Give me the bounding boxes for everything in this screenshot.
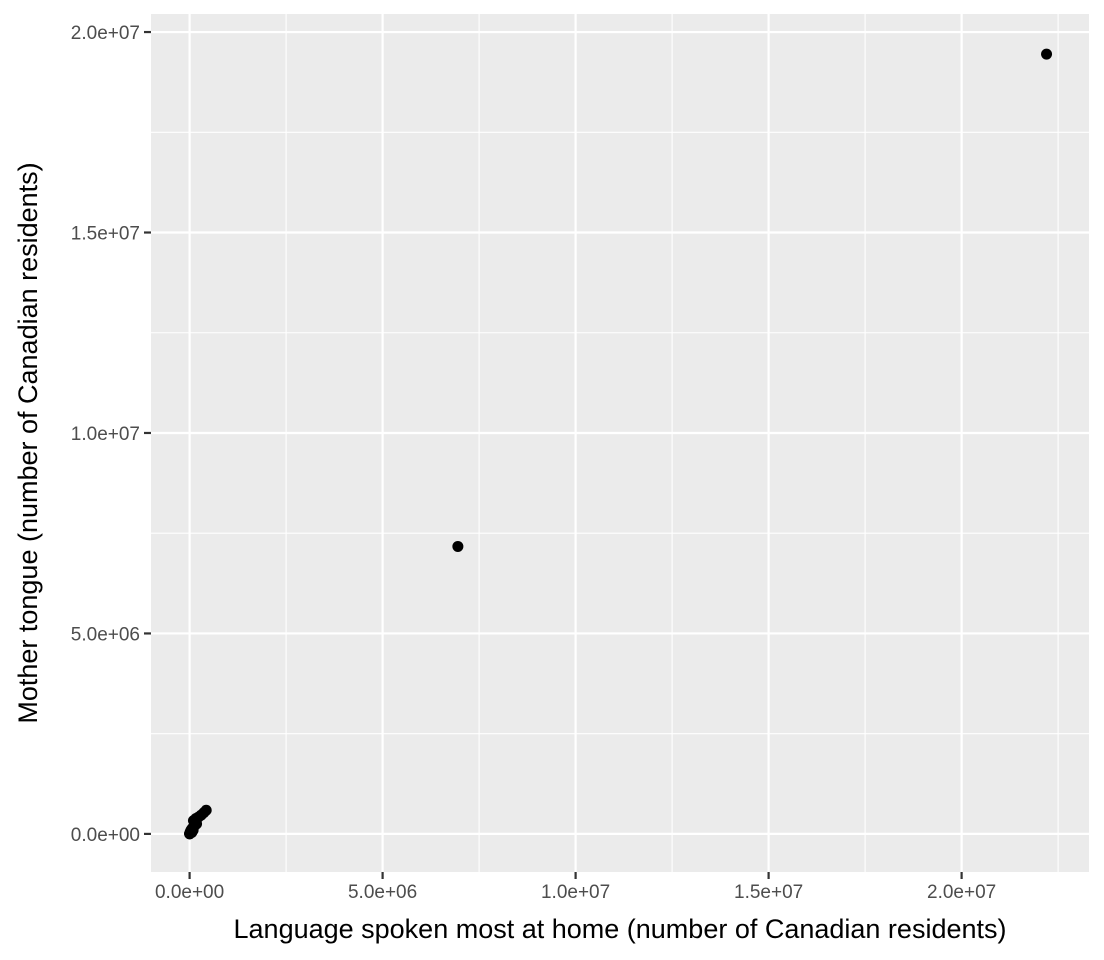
x-tick-label: 0.0e+00 [155, 882, 224, 903]
x-tick-label: 5.0e+06 [348, 882, 417, 903]
x-axis-title: Language spoken most at home (number of … [234, 914, 1007, 944]
y-tick-label: 2.0e+07 [71, 23, 140, 44]
y-tick-label: 1.0e+07 [71, 424, 140, 445]
data-point [186, 825, 198, 837]
y-axis: 0.0e+00 5.0e+06 1.0e+07 1.5e+07 2.0e+07 [71, 23, 151, 846]
plot-panel [151, 14, 1089, 872]
y-tick-label: 1.5e+07 [71, 224, 140, 245]
y-tick-label: 0.0e+00 [71, 825, 140, 846]
y-axis-title: Mother tongue (number of Canadian reside… [13, 162, 43, 723]
y-tick-label: 5.0e+06 [71, 624, 140, 645]
x-tick-label: 1.0e+07 [541, 882, 610, 903]
major-gridlines [151, 14, 1089, 872]
minor-gridlines [151, 14, 1089, 872]
x-axis: 0.0e+00 5.0e+06 1.0e+07 1.5e+07 2.0e+07 [155, 872, 996, 903]
data-points [184, 48, 1053, 840]
data-point [452, 540, 464, 552]
data-point [1041, 48, 1053, 60]
x-tick-label: 1.5e+07 [734, 882, 803, 903]
x-tick-label: 2.0e+07 [927, 882, 996, 903]
